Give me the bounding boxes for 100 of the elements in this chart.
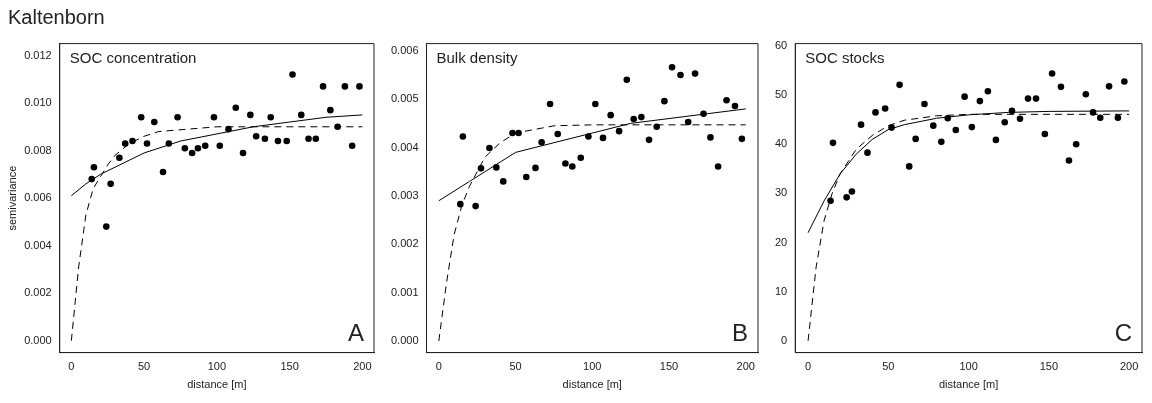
point — [239, 149, 247, 157]
x-tick-label: 100 — [583, 360, 602, 373]
x-tick-label: 0 — [68, 360, 75, 373]
point — [592, 100, 599, 108]
point — [857, 121, 865, 128]
x-tick-label: 200 — [736, 360, 755, 373]
point — [661, 97, 668, 105]
point — [1008, 107, 1016, 115]
point — [905, 163, 913, 170]
point — [992, 136, 1000, 144]
point — [1041, 130, 1049, 138]
point — [562, 160, 569, 167]
point — [961, 93, 968, 100]
y-tick-label: 30 — [774, 186, 788, 199]
x-tick-label: 150 — [659, 360, 679, 373]
point — [731, 102, 739, 110]
point — [1057, 83, 1065, 91]
y-axis-title: semivariance — [5, 165, 18, 231]
point — [486, 144, 493, 152]
y-tick-label: 40 — [774, 137, 788, 150]
point — [872, 109, 879, 116]
point — [107, 180, 114, 188]
point — [1024, 95, 1032, 102]
point — [1016, 115, 1024, 123]
x-tick-label: 150 — [1039, 360, 1059, 373]
chart-title: Bulk density — [436, 49, 518, 67]
point — [938, 138, 945, 146]
point — [129, 137, 136, 145]
point — [738, 135, 746, 143]
point — [232, 104, 240, 112]
point — [630, 115, 637, 123]
y-tick-label: 0.006 — [24, 191, 52, 204]
y-tick-label: 0.010 — [24, 96, 52, 109]
point — [472, 202, 479, 210]
point — [653, 123, 661, 131]
point — [700, 110, 707, 118]
point — [1096, 114, 1104, 122]
y-tick-label: 0 — [781, 333, 788, 346]
point — [515, 129, 522, 137]
point — [615, 127, 623, 135]
point — [827, 197, 834, 205]
y-tick-label: 0.000 — [24, 333, 52, 346]
chart-title: SOC concentration — [69, 49, 197, 67]
x-axis-title: distance [m] — [187, 378, 247, 391]
point — [283, 137, 290, 145]
y-tick-label: 50 — [774, 88, 788, 101]
y-tick-label: 0.001 — [391, 285, 419, 298]
point — [159, 168, 167, 176]
point — [165, 140, 173, 147]
x-tick-label: 150 — [280, 360, 299, 373]
y-tick-label: 0.002 — [24, 286, 52, 299]
point — [210, 113, 218, 121]
x-tick-label: 200 — [353, 360, 372, 373]
point — [312, 135, 320, 142]
point — [848, 188, 856, 195]
y-tick-label: 10 — [774, 284, 788, 297]
point — [348, 142, 356, 150]
point — [201, 142, 209, 150]
point — [194, 144, 202, 152]
point — [546, 100, 554, 108]
y-tick-label: 0.004 — [24, 238, 52, 251]
point — [930, 122, 937, 129]
point — [509, 129, 516, 137]
point — [289, 71, 296, 78]
point — [261, 135, 269, 142]
point — [216, 142, 224, 150]
point — [477, 165, 485, 172]
point — [691, 70, 699, 77]
point — [305, 135, 312, 142]
point — [151, 118, 158, 126]
x-tick-label: 100 — [207, 360, 227, 373]
chart-title: SOC stocks — [805, 49, 885, 67]
y-tick-label: 0.008 — [24, 143, 52, 156]
annotation: A — [347, 319, 364, 347]
point — [896, 81, 903, 89]
point — [1065, 157, 1073, 164]
point — [1121, 78, 1128, 85]
y-tick-label: 20 — [774, 235, 788, 248]
point — [921, 100, 928, 108]
point — [1001, 118, 1009, 126]
point — [829, 139, 837, 147]
x-tick-label: 0 — [805, 360, 812, 373]
x-tick-label: 50 — [882, 360, 895, 373]
x-tick-label: 50 — [509, 360, 522, 373]
x-tick-label: 0 — [435, 360, 442, 373]
point — [684, 118, 692, 126]
point — [1072, 141, 1080, 148]
point — [247, 111, 254, 119]
y-tick-label: 0.000 — [391, 334, 419, 347]
annotation: B — [731, 319, 748, 347]
point — [1114, 114, 1122, 122]
point — [225, 125, 232, 133]
y-tick-label: 0.002 — [391, 237, 419, 250]
point — [90, 163, 98, 171]
point — [843, 194, 850, 201]
point — [645, 136, 653, 144]
point — [968, 123, 976, 131]
point — [456, 200, 464, 208]
x-tick-label: 50 — [137, 360, 151, 373]
point — [174, 113, 181, 121]
